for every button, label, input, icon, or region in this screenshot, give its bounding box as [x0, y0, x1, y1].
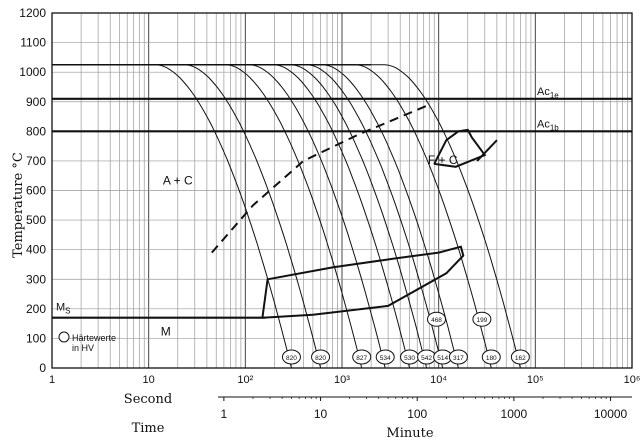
- hardness-value: 827: [356, 355, 367, 362]
- y-tick-label: 0: [39, 361, 46, 375]
- dashed-transformation-boundary: [211, 103, 430, 254]
- x-tick-label: 10: [143, 374, 155, 386]
- hardness-value: 820: [286, 355, 297, 362]
- hardness-ellipse: [510, 349, 530, 365]
- region-label: A + C: [163, 174, 193, 188]
- region-label: M: [161, 324, 171, 338]
- cooling-curve: [51, 64, 411, 369]
- hardness-value: 162: [515, 355, 526, 362]
- y-tick-label: 1100: [20, 36, 46, 50]
- plot-frame: [51, 12, 633, 369]
- hardness-ellipse: [281, 349, 301, 365]
- critical-temperature-lines: Ac1e Ac1b MS: [52, 86, 632, 319]
- plot-border: [51, 12, 633, 369]
- hardness-ellipse: [427, 311, 447, 327]
- region-labels: A + C F + C M: [161, 153, 458, 339]
- cooling-curve: [51, 64, 521, 369]
- cooling-curve: [51, 64, 292, 369]
- legend-text-line1: Härtewerte: [72, 333, 116, 343]
- hardness-value: 542: [421, 355, 432, 362]
- y-tick-label: 200: [26, 302, 46, 316]
- x-tick-label: 10²: [237, 374, 253, 386]
- cooling-curve: [51, 64, 444, 369]
- y-axis-label: Temperature °C: [11, 152, 26, 258]
- legend-text-line2: in HV: [72, 343, 94, 353]
- x-tick-label: 10³: [334, 374, 350, 386]
- y-tick-label: 400: [26, 243, 46, 257]
- label-Ms: MS: [56, 302, 71, 316]
- y-tick-label: 800: [26, 124, 46, 138]
- y-tick-label: 500: [26, 213, 46, 227]
- hardness-ellipse: [472, 311, 492, 327]
- bainite-region: [261, 245, 465, 319]
- grid: [51, 12, 632, 369]
- hardness-ellipse: [448, 349, 468, 365]
- minute-tick-label: 10: [314, 407, 328, 421]
- hardness-value: 514: [437, 355, 448, 362]
- minute-ticks: 1 10 100 1000 10000: [221, 397, 628, 421]
- hardness-markers: 820 820 827 534 530 542 514 317 180 162 468 199: [281, 311, 530, 365]
- hardness-legend-circle: [58, 331, 70, 343]
- hardness-value: 820: [315, 355, 326, 362]
- y-tick-label: 1200: [19, 6, 46, 20]
- ferrite-start: [476, 139, 498, 162]
- x-tick-label: 10⁴: [430, 374, 447, 386]
- cooling-curve: [51, 64, 386, 369]
- y-tick-label: 1000: [19, 65, 46, 79]
- y-tick-label: 300: [26, 272, 46, 286]
- x-tick-label: 10⁶: [624, 374, 641, 386]
- cooling-curve: [51, 64, 428, 369]
- x-axis-label-minutes: Minute: [386, 426, 433, 441]
- hardness-ellipse: [375, 349, 395, 365]
- cooling-curve: [51, 64, 363, 369]
- x-axis-label-seconds: Second: [124, 392, 172, 407]
- label-Ac1b: Ac1b: [537, 118, 559, 132]
- hardness-value: 180: [486, 355, 497, 362]
- hardness-ellipse: [352, 349, 372, 365]
- cooling-curve: [51, 64, 322, 369]
- hardness-value: 468: [431, 317, 442, 324]
- hardness-value: 534: [380, 355, 391, 362]
- label-Ac1e: Ac1e: [537, 86, 559, 100]
- hardness-ellipse: [481, 349, 501, 365]
- hardness-ellipse: [311, 349, 331, 365]
- y-tick-label: 600: [26, 184, 46, 198]
- minute-tick-label: 100: [407, 407, 427, 421]
- x-tick-label: 1: [49, 374, 55, 386]
- hardness-value: 199: [476, 317, 487, 324]
- transformation-regions: [211, 103, 498, 319]
- y-tick-label: 700: [26, 154, 46, 168]
- x-tick-label: 10⁵: [527, 374, 544, 386]
- y-tick-label: 100: [26, 331, 46, 345]
- region-label: F + C: [428, 153, 458, 167]
- minute-tick-label: 1000: [501, 407, 528, 421]
- hardness-value: 530: [404, 355, 415, 362]
- cooling-curve: [51, 64, 459, 369]
- cooling-curve: [51, 64, 492, 369]
- hardness-value: 317: [453, 355, 464, 362]
- minute-tick-label: 1: [221, 407, 228, 421]
- ferrite-pearlite-region: [433, 128, 487, 168]
- tick-labels: 0 100 200 300 400 500 600 700 800 900 1000 1100 1200…: [19, 6, 640, 386]
- time-label: Time: [132, 421, 165, 436]
- y-tick-label: 900: [26, 95, 46, 109]
- cooling-curves: [51, 64, 521, 369]
- minute-tick-label: 10000: [594, 407, 628, 421]
